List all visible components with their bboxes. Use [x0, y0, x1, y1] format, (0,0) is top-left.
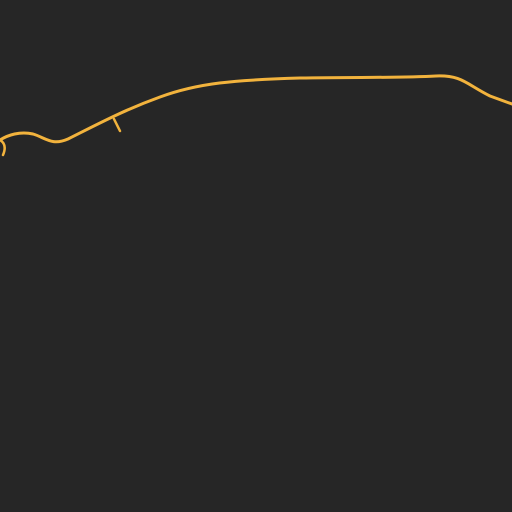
road-stub-left-edge[interactable]	[0, 138, 6, 157]
main-road[interactable]	[0, 74, 512, 144]
road-spur-near-left[interactable]	[112, 117, 122, 133]
